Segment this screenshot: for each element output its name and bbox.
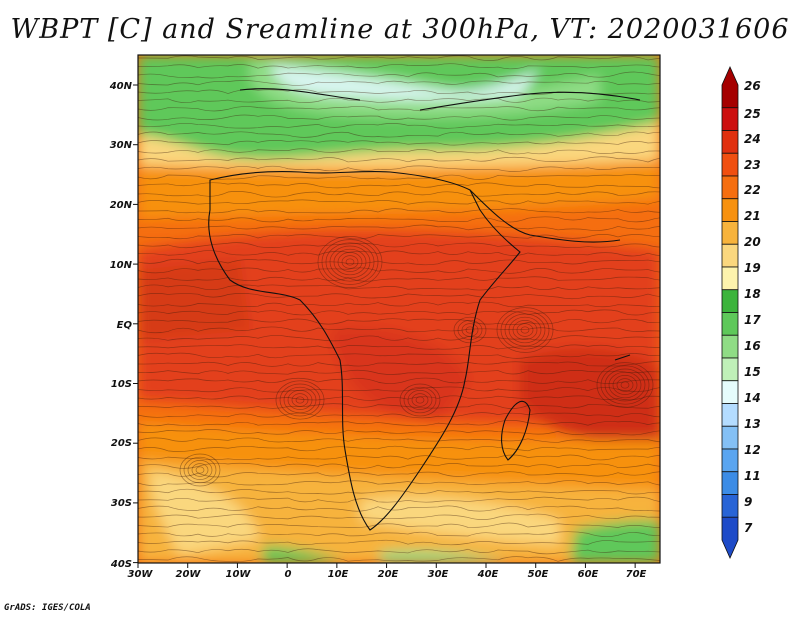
lat-label: 20N: [110, 200, 133, 211]
legend-swatch: [721, 357, 739, 382]
lon-label: 70E: [626, 569, 647, 580]
legend-swatch: [721, 289, 739, 313]
legend-label: 7: [744, 521, 753, 535]
legend-label: 22: [744, 183, 761, 197]
lon-label: 10E: [328, 569, 349, 580]
lat-label: 30S: [111, 498, 132, 509]
lon-label: 30E: [428, 569, 449, 580]
lon-label: 0: [285, 569, 292, 580]
legend-label: 16: [744, 339, 761, 353]
lon-label: 40E: [477, 569, 499, 580]
lat-label: 40N: [109, 81, 133, 92]
legend-label: 20: [744, 235, 761, 249]
legend-swatch: [721, 107, 739, 131]
legend-swatch: [721, 175, 739, 200]
lon-label: 20E: [378, 569, 399, 580]
legend-label: 19: [744, 261, 761, 275]
legend-label: 24: [744, 132, 761, 146]
legend-swatch: [721, 380, 739, 404]
lon-label: 10W: [226, 569, 252, 580]
lon-label: 30W: [128, 569, 154, 580]
legend-swatch: [721, 66, 739, 109]
lat-label: 20S: [111, 438, 132, 449]
legend-label: 18: [744, 287, 761, 301]
legend-swatch: [721, 312, 739, 336]
legend-swatch: [721, 448, 739, 473]
legend-label: 9: [744, 495, 752, 509]
legend-label: 12: [744, 443, 761, 457]
legend-label: 13: [744, 417, 761, 431]
legend-swatch: [721, 221, 739, 245]
legend-swatch: [721, 403, 739, 427]
legend-swatch: [721, 425, 739, 450]
legend-swatch: [721, 198, 739, 222]
legend-swatch: [721, 494, 739, 518]
legend-label: 26: [744, 79, 761, 93]
legend-swatch: [721, 471, 739, 495]
legend-label: 15: [744, 365, 761, 379]
legend-swatch: [721, 243, 739, 268]
legend-swatch: [721, 152, 739, 177]
legend-label: 21: [744, 209, 761, 223]
legend-label: 14: [744, 391, 761, 405]
lon-label: 50E: [528, 569, 549, 580]
legend-swatch: [721, 334, 739, 359]
legend-swatch: [721, 266, 739, 291]
lat-label: 30N: [110, 140, 133, 151]
legend-label: 25: [744, 107, 761, 121]
legend-swatch: [721, 130, 739, 154]
legend-label: 17: [744, 313, 761, 327]
legend-label: 23: [744, 158, 761, 172]
lon-label: 20W: [176, 569, 202, 580]
chart-title: WBPT [C] and Sreamline at 300hPa, VT: 20…: [10, 14, 790, 45]
legend-label: 11: [744, 469, 761, 483]
lat-label: EQ: [117, 320, 133, 331]
grads-credit: GrADS: IGES/COLA: [4, 603, 91, 613]
legend-swatch: [721, 516, 739, 559]
lat-label: 40S: [110, 559, 132, 570]
lat-label: 10N: [110, 260, 133, 271]
lon-label: 60E: [578, 569, 599, 580]
lat-label: 10S: [111, 379, 132, 390]
